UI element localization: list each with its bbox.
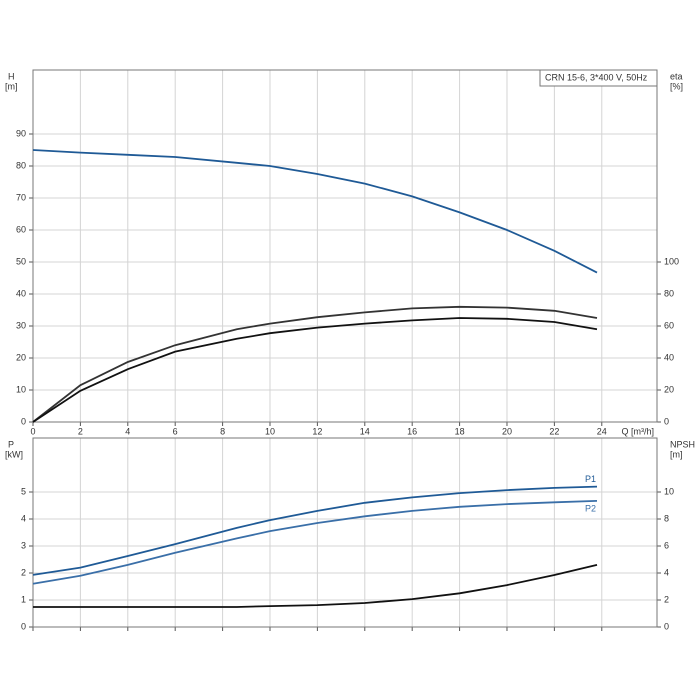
curve [32,317,598,423]
x-tick-label: 8 [220,426,225,436]
y-axis-unit: [kW] [5,449,23,459]
x-tick-label: 2 [78,426,83,436]
y-tick-label: 5 [21,486,26,496]
y-tick-label: 1 [21,594,26,604]
x-tick-label: 16 [407,426,417,436]
x-axis-label: Q [m³/h] [621,426,654,436]
y-tick-label: 60 [16,224,26,234]
y2-tick-label: 8 [664,513,669,523]
y2-tick-label: 4 [664,567,669,577]
curve [33,564,598,608]
y2-axis-unit: [%] [670,81,683,91]
y-tick-label: 10 [16,384,26,394]
y2-tick-label: 20 [664,384,674,394]
series-label: P1 [585,474,596,484]
series-label: P2 [585,503,596,513]
y2-tick-label: 100 [664,256,679,266]
y2-axis-label: NPSH [670,439,695,449]
x-tick-label: 20 [502,426,512,436]
title-box [539,69,658,87]
y-tick-label: 50 [16,256,26,266]
x-tick-label: 4 [125,426,130,436]
x-tick-label: 0 [30,426,35,436]
y-tick-label: 20 [16,352,26,362]
x-tick-label: 10 [265,426,275,436]
y-tick-label: 30 [16,320,26,330]
plot-frame [32,437,658,628]
x-tick-label: 18 [455,426,465,436]
curve [32,305,598,423]
y-axis-label: P [8,439,14,449]
y2-axis-label: eta [670,71,683,81]
curve [32,485,598,576]
y-axis-label: H [8,71,15,81]
y-tick-label: 0 [21,621,26,631]
y2-tick-label: 0 [664,621,669,631]
y2-tick-label: 0 [664,416,669,426]
y-tick-label: 0 [21,416,26,426]
x-tick-label: 6 [173,426,178,436]
curve [32,149,598,274]
y-tick-label: 3 [21,540,26,550]
x-tick-label: 14 [360,426,370,436]
chart-title: CRN 15-6, 3*400 V, 50Hz [545,72,648,82]
x-tick-label: 12 [312,426,322,436]
y2-tick-label: 6 [664,540,669,550]
y-tick-label: 2 [21,567,26,577]
y2-tick-label: 40 [664,352,674,362]
y-tick-label: 90 [16,128,26,138]
x-tick-label: 22 [549,426,559,436]
y-tick-label: 4 [21,513,26,523]
y2-tick-label: 60 [664,320,674,330]
y2-tick-label: 10 [664,486,674,496]
y-tick-label: 40 [16,288,26,298]
y2-tick-label: 80 [664,288,674,298]
y-tick-label: 80 [16,160,26,170]
x-tick-label: 24 [597,426,607,436]
y2-tick-label: 2 [664,594,669,604]
plot-frame [32,69,658,423]
curve [32,500,598,585]
y2-axis-unit: [m] [670,449,683,459]
y-axis-unit: [m] [5,81,18,91]
y-tick-label: 70 [16,192,26,202]
